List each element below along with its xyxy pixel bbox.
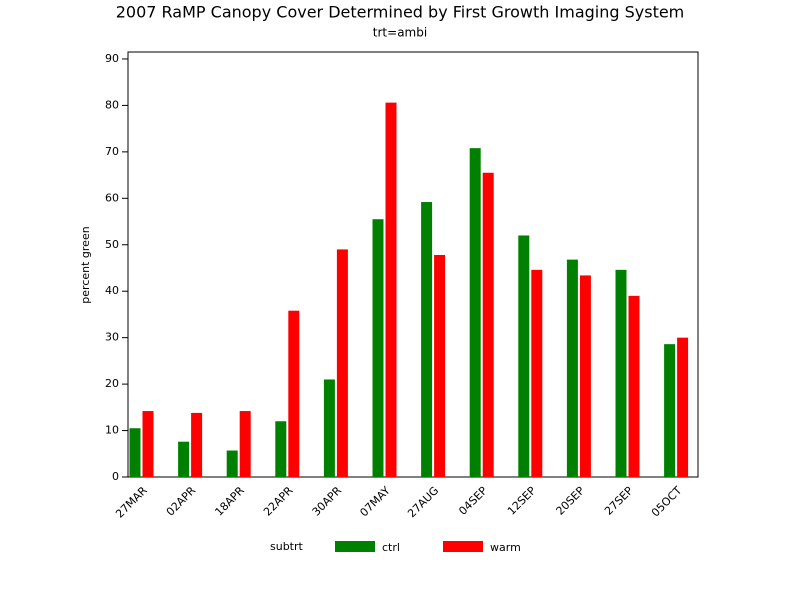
bar	[579, 275, 591, 477]
chart-title: 2007 RaMP Canopy Cover Determined by Fir…	[116, 3, 685, 22]
y-tick-label: 0	[112, 470, 119, 483]
bar	[385, 102, 397, 477]
bar	[226, 450, 238, 477]
bar	[142, 411, 154, 477]
legend-swatch	[335, 541, 375, 552]
x-tick-label: 27MAR	[113, 484, 150, 521]
bar	[469, 148, 481, 478]
bar	[275, 421, 287, 477]
x-tick-label: 30APR	[310, 484, 345, 519]
y-axis-label: percent green	[79, 226, 92, 303]
x-tick-label: 27SEP	[602, 484, 636, 518]
bar	[566, 259, 578, 477]
x-tick-label: 20SEP	[553, 484, 587, 518]
bar	[628, 295, 640, 477]
bar	[336, 249, 348, 477]
y-tick-label: 30	[105, 331, 119, 344]
x-tick-label: 05OCT	[649, 484, 685, 520]
x-tick-label: 07MAY	[357, 484, 392, 519]
bar	[421, 202, 433, 477]
y-tick-label: 70	[105, 145, 119, 158]
bar	[664, 344, 676, 477]
y-tick-label: 80	[105, 98, 119, 111]
x-tick-label: 12SEP	[505, 484, 539, 518]
bar	[372, 219, 384, 477]
y-tick-label: 10	[105, 424, 119, 437]
x-tick-label: 18APR	[212, 484, 247, 519]
bar	[518, 235, 530, 477]
x-tick-label: 02APR	[164, 484, 199, 519]
legend-label: ctrl	[382, 541, 400, 554]
bar	[191, 412, 203, 477]
y-tick-label: 50	[105, 238, 119, 251]
bar	[531, 269, 543, 477]
bar	[482, 172, 494, 478]
y-tick-label: 20	[105, 377, 119, 390]
bar	[129, 428, 141, 477]
legend-label: warm	[490, 541, 521, 554]
bar	[323, 379, 335, 477]
bar	[434, 254, 446, 477]
x-tick-label: 27AUG	[405, 484, 441, 520]
bar	[677, 337, 689, 477]
y-tick-label: 60	[105, 191, 119, 204]
bar	[288, 310, 300, 477]
x-tick-label: 04SEP	[456, 484, 490, 518]
plot-frame	[127, 51, 699, 478]
chart-subtitle: trt=ambi	[373, 26, 427, 40]
y-tick-label: 40	[105, 284, 119, 297]
y-tick-label: 90	[105, 52, 119, 65]
legend-title: subtrt	[270, 540, 304, 553]
bar	[178, 441, 190, 477]
bar	[239, 411, 251, 477]
legend-swatch	[443, 541, 483, 552]
x-tick-label: 22APR	[261, 484, 296, 519]
bar	[615, 269, 627, 477]
